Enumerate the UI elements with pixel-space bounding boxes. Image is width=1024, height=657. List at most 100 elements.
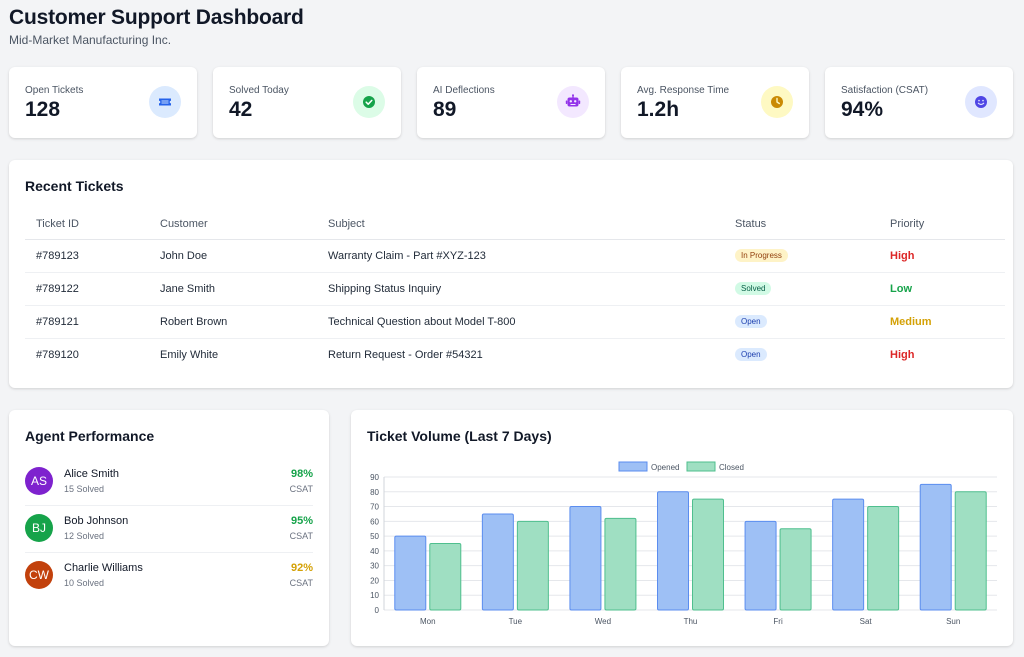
x-tick-label: Wed bbox=[595, 617, 611, 626]
page-header: Customer Support Dashboard Mid-Market Ma… bbox=[9, 6, 304, 47]
x-tick-label: Sun bbox=[946, 617, 960, 626]
y-tick-label: 80 bbox=[370, 488, 379, 497]
robot-icon bbox=[557, 86, 589, 118]
agent-name: Bob Johnson bbox=[64, 515, 129, 527]
bar-opened-fri bbox=[744, 520, 777, 611]
bar-opened-mon bbox=[394, 535, 427, 611]
stat-value: 89 bbox=[433, 98, 457, 121]
bar-opened-tue bbox=[481, 513, 514, 611]
stat-value: 1.2h bbox=[637, 98, 680, 121]
column-header-customer[interactable]: Customer bbox=[149, 210, 317, 240]
ticket-id: #789123 bbox=[25, 239, 149, 273]
ticket-volume-title: Ticket Volume (Last 7 Days) bbox=[367, 428, 552, 444]
agent-performance-card: Agent Performance AS Alice Smith 15 Solv… bbox=[9, 410, 329, 646]
agent-csat-label: CSAT bbox=[289, 578, 313, 588]
ticket-subject: Warranty Claim - Part #XYZ-123 bbox=[317, 239, 724, 273]
y-tick-label: 0 bbox=[375, 606, 380, 615]
y-tick-label: 40 bbox=[370, 547, 379, 556]
legend-label-closed: Closed bbox=[719, 463, 744, 472]
x-tick-label: Mon bbox=[420, 617, 436, 626]
ticket-customer: Jane Smith bbox=[149, 272, 317, 306]
bar-opened-thu bbox=[657, 491, 689, 611]
tickets-table: Ticket ID Customer Subject Status Priori… bbox=[25, 210, 1005, 371]
ticket-volume-card: Ticket Volume (Last 7 Days) 0 10 20 30 40 50 6… bbox=[351, 410, 1013, 646]
status-badge: In Progress bbox=[735, 249, 788, 262]
table-row[interactable]: #789122 Jane Smith Shipping Status Inqui… bbox=[25, 272, 1005, 306]
agent-row[interactable]: CW Charlie Williams 10 Solved 92% CSAT bbox=[25, 553, 313, 600]
legend-swatch-opened bbox=[618, 461, 648, 472]
stat-value: 128 bbox=[25, 98, 61, 121]
ticket-subject: Return Request - Order #54321 bbox=[328, 348, 483, 361]
bar-opened-sun bbox=[919, 483, 952, 611]
table-header-row: Ticket ID Customer Subject Status Priori… bbox=[25, 210, 1005, 240]
y-tick-label: 50 bbox=[370, 532, 379, 541]
bar-opened-sat bbox=[832, 498, 865, 611]
table-row[interactable]: #789123 John Doe Warranty Claim - Part #… bbox=[25, 239, 1005, 273]
y-tick-label: 20 bbox=[370, 576, 379, 585]
y-tick-label: 90 bbox=[370, 473, 379, 482]
ticket-volume-chart: 0 10 20 30 40 50 60 70 80 90 Mon Tue Wed Thu Fri Sat Sun… bbox=[370, 461, 997, 626]
agent-performance-title: Agent Performance bbox=[25, 428, 155, 444]
agent-name: Alice Smith bbox=[64, 468, 120, 480]
stat-value: 42 bbox=[229, 98, 253, 121]
agent-csat-value: 92% bbox=[290, 562, 313, 574]
table-row[interactable]: #789121 Robert Brown Technical Question … bbox=[25, 305, 1005, 339]
stat-card-ai-deflections[interactable]: AI Deflections 89 bbox=[417, 67, 605, 138]
bar-closed-wed bbox=[604, 517, 637, 611]
agent-row[interactable]: AS Alice Smith 15 Solved 98% CSAT bbox=[25, 459, 313, 506]
check-circle-icon bbox=[353, 86, 385, 118]
stat-value: 94% bbox=[841, 98, 884, 121]
column-header-subject[interactable]: Subject bbox=[317, 210, 724, 240]
bar-closed-thu bbox=[692, 498, 724, 611]
column-header-status[interactable]: Status bbox=[724, 210, 879, 240]
bar-closed-mon bbox=[429, 543, 462, 611]
stat-label: AI Deflections bbox=[433, 85, 495, 96]
stat-card-avg-response-time[interactable]: Avg. Response Time 1.2h bbox=[621, 67, 809, 138]
ticket-customer: Emily White bbox=[160, 348, 219, 361]
agent-csat-label: CSAT bbox=[289, 484, 313, 494]
agent-csat-label: CSAT bbox=[289, 531, 313, 541]
y-tick-label: 70 bbox=[370, 503, 379, 512]
priority-label: Medium bbox=[890, 315, 932, 328]
agent-csat-value: 98% bbox=[290, 468, 313, 480]
avatar: CW bbox=[25, 561, 53, 589]
x-tick-label: Thu bbox=[684, 617, 698, 626]
page-title: Customer Support Dashboard bbox=[9, 6, 304, 29]
bar-opened-wed bbox=[569, 506, 602, 611]
avatar: BJ bbox=[25, 514, 53, 542]
ticket-customer: John Doe bbox=[149, 239, 317, 273]
ticket-customer: Robert Brown bbox=[149, 305, 317, 339]
bar-closed-sat bbox=[867, 506, 900, 611]
ticket-id: #789122 bbox=[25, 272, 149, 306]
agent-solved-count: 10 Solved bbox=[64, 578, 105, 588]
y-tick-label: 30 bbox=[370, 562, 379, 571]
stat-label: Satisfaction (CSAT) bbox=[841, 85, 929, 96]
column-header-ticket-id[interactable]: Ticket ID bbox=[25, 210, 149, 240]
stat-label: Open Tickets bbox=[25, 85, 84, 96]
ticket-subject: Technical Question about Model T-800 bbox=[317, 305, 724, 339]
stat-card-satisfaction[interactable]: Satisfaction (CSAT) 94% bbox=[825, 67, 1013, 138]
legend-label-opened: Opened bbox=[651, 463, 679, 472]
ticket-id: #789120 bbox=[36, 348, 79, 361]
stat-card-open-tickets[interactable]: Open Tickets 128 bbox=[9, 67, 197, 138]
legend-swatch-closed bbox=[686, 461, 716, 472]
status-badge: Open bbox=[735, 315, 767, 328]
y-tick-label: 60 bbox=[370, 517, 379, 526]
table-row[interactable]: #789120 Emily White Return Request - Ord… bbox=[25, 338, 1005, 371]
clock-icon bbox=[761, 86, 793, 118]
company-name: Mid-Market Manufacturing Inc. bbox=[9, 33, 172, 47]
ticket-icon bbox=[149, 86, 181, 118]
agent-name: Charlie Williams bbox=[64, 562, 143, 574]
bar-closed-tue bbox=[516, 520, 549, 611]
stat-label: Avg. Response Time bbox=[637, 85, 730, 96]
status-badge: Solved bbox=[735, 282, 772, 295]
ticket-id: #789121 bbox=[25, 305, 149, 339]
bar-closed-sun bbox=[954, 491, 987, 611]
column-header-priority[interactable]: Priority bbox=[879, 210, 1005, 240]
x-tick-label: Sat bbox=[860, 617, 873, 626]
stat-card-solved-today[interactable]: Solved Today 42 bbox=[213, 67, 401, 138]
bar-closed-fri bbox=[779, 528, 812, 611]
agent-row[interactable]: BJ Bob Johnson 12 Solved 95% CSAT bbox=[25, 506, 313, 553]
recent-tickets-title: Recent Tickets bbox=[25, 178, 124, 194]
agent-solved-count: 12 Solved bbox=[64, 531, 105, 541]
